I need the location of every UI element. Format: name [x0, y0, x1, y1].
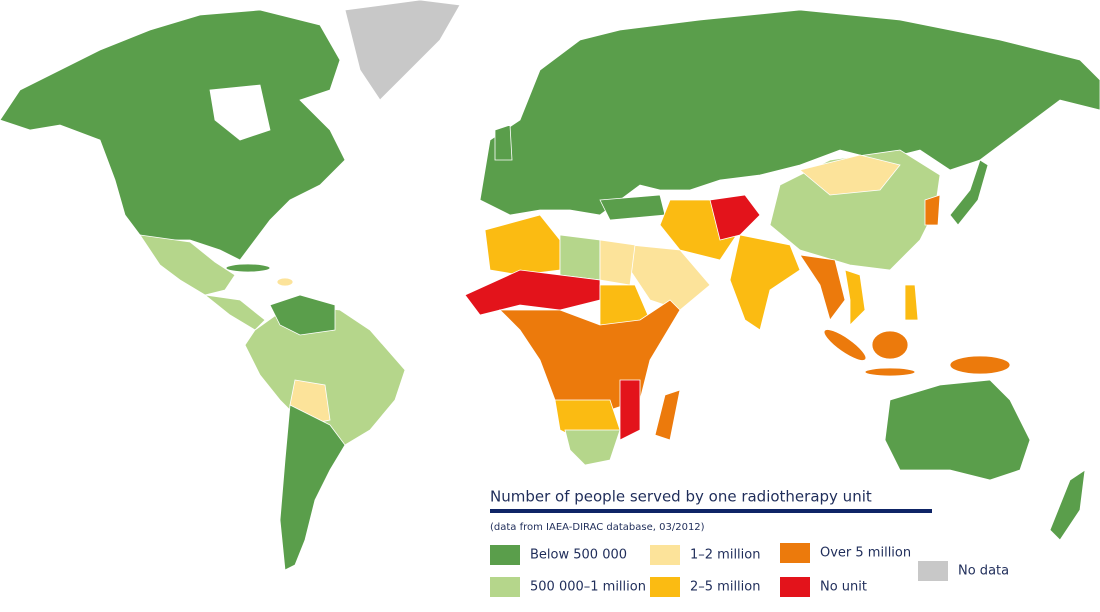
legend-swatch [918, 561, 948, 581]
legend: Below 500 000 500 000–1 million 1–2 millio… [490, 543, 1009, 597]
legend-label: 2–5 million [690, 580, 760, 595]
vietnam [844, 269, 866, 326]
hudson-bay [209, 84, 271, 141]
europe-russia [479, 9, 1100, 216]
australia [884, 379, 1031, 481]
mexico [139, 234, 236, 296]
south-africa [564, 429, 621, 466]
legend-swatch [490, 545, 520, 565]
legend-swatch [650, 545, 680, 565]
legend-label: No unit [820, 580, 867, 595]
legend-note: (data from IAEA-DIRAC database, 03/2012) [490, 522, 705, 533]
legend-label: Over 5 million [820, 546, 911, 561]
legend-swatch [650, 577, 680, 597]
venezuela-guyana [269, 294, 336, 336]
india [729, 234, 801, 331]
legend-label: 500 000–1 million [530, 580, 646, 595]
north-africa-west [484, 214, 561, 276]
new-zealand [1049, 469, 1086, 541]
madagascar [654, 389, 681, 441]
legend-swatch [780, 543, 810, 563]
brazil [244, 304, 406, 446]
korea [924, 194, 941, 226]
north-america [0, 9, 346, 261]
cuba [225, 263, 271, 273]
borneo [871, 330, 909, 360]
japan [949, 159, 989, 226]
legend-label: Below 500 000 [530, 548, 627, 563]
legend-swatch [780, 577, 810, 597]
libya [559, 234, 601, 281]
egypt [599, 239, 636, 286]
legend-swatch [490, 577, 520, 597]
afghanistan [709, 194, 761, 241]
sumatra [823, 329, 867, 361]
sahel [464, 269, 601, 316]
legend-label: No data [958, 564, 1009, 579]
new-guinea [949, 355, 1011, 375]
philippines [904, 284, 919, 321]
mozambique [619, 379, 641, 441]
haiti [276, 277, 294, 287]
legend-title: Number of people served by one radiother… [490, 488, 872, 506]
greenland [344, 0, 461, 101]
legend-label: 1–2 million [690, 548, 760, 563]
southeast-asia [799, 254, 846, 321]
argentina-chile [279, 404, 346, 571]
java [864, 367, 916, 377]
central-america [203, 294, 266, 331]
countries [0, 0, 1100, 571]
mongolia [799, 154, 901, 196]
uk [494, 124, 513, 161]
